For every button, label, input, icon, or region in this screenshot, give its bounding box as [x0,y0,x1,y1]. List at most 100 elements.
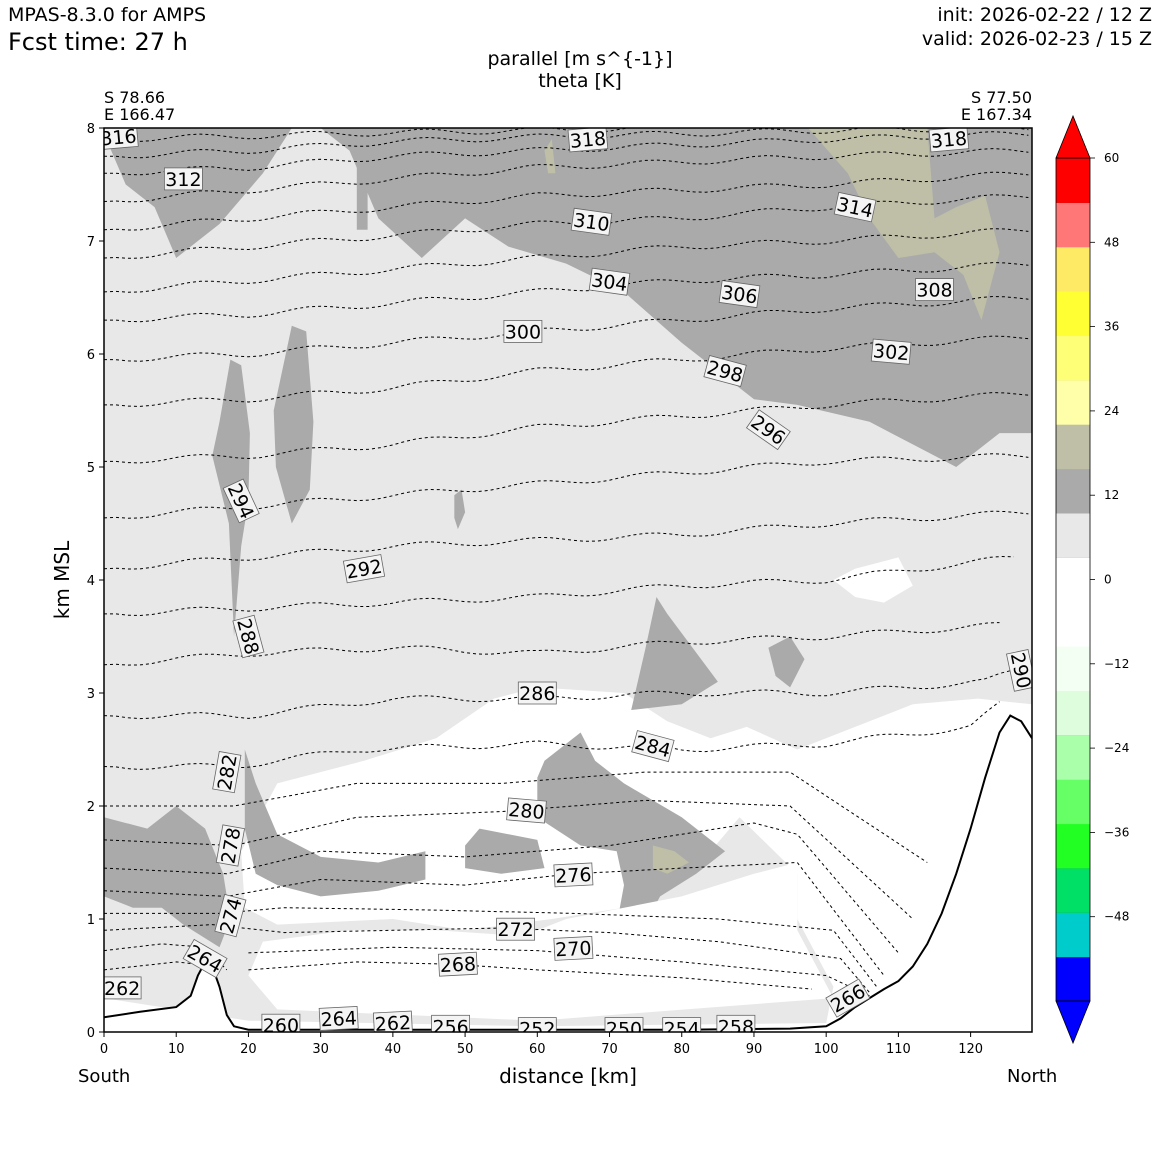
colorbar-bin [1056,734,1090,780]
theta-label-290: 290 [1006,649,1032,692]
colorbar-bin [1056,291,1090,336]
theta-label-box [870,338,912,365]
theta-label-316: 316 [99,125,139,151]
colorbar-bin [1056,867,1090,913]
colorbar-over-arrow [1055,114,1091,159]
theta-label-272: 272 [496,917,535,941]
theta-label-box [703,354,747,388]
theta-label-box [215,824,245,867]
wind-region-1 [104,128,1032,467]
colorbar-under-arrow [1055,1000,1091,1045]
theta-label-text: 310 [572,209,611,236]
x-tick-label: 70 [601,1042,618,1057]
colorbar-bin [1056,246,1090,292]
theta-label-text: 316 [99,125,137,150]
theta-label-box [631,730,675,763]
wind-region-5 [273,325,314,524]
colorbar-tick-label: −24 [1104,741,1129,755]
y-tick-label: 8 [87,122,95,137]
x-tick-label: 100 [814,1042,839,1057]
theta-label-302: 302 [870,338,912,365]
theta-label-text: 262 [374,1012,411,1036]
y-tick-label: 2 [87,800,95,815]
theta-label-text: 250 [606,1019,642,1041]
theta-label-278: 278 [215,824,245,867]
axes-layer: 0 10 20 30 40 50 60 70 80 90 100 110 120 0 1 2 3 4 5 6 7 8 [87,122,983,1057]
theta-label-270: 270 [553,936,594,961]
theta-contour-268 [248,961,812,990]
theta-label-text: 318 [930,128,968,153]
x-tick-label: 50 [457,1042,474,1057]
wind-region-17 [248,862,834,1021]
wind-region-6 [454,489,466,530]
theta-label-text: 276 [555,864,592,888]
theta-label-318: 318 [928,128,970,153]
theta-contour-298 [104,335,1029,407]
theta-label-box [604,1017,644,1032]
theta-label-text: 262 [104,978,140,1000]
colorbar-tick-label: 48 [1104,235,1119,249]
theta-contour-296 [104,392,1029,464]
theta-label-250: 250 [604,1017,644,1041]
colorbar-tick-label: −12 [1104,657,1129,671]
theta-label-262: 262 [104,976,142,1000]
chart-title-theta: theta [K] [538,70,622,92]
theta-label-text: 308 [916,280,952,302]
theta-label-box [745,409,791,451]
theta-label-box [915,278,954,302]
theta-contour-276 [104,861,885,976]
colorbar-bin [1056,779,1090,825]
colorbar-bin [1056,601,1090,647]
start-longitude: E 166.47 [104,105,176,124]
y-tick-label: 1 [87,913,95,928]
wind-region-13 [808,128,1000,321]
theta-label-314: 314 [833,191,877,223]
theta-label-318: 318 [567,128,609,153]
colorbar-tick-label: 36 [1104,320,1119,334]
theta-label-text: 302 [872,340,910,365]
colorbar-tick-label: −48 [1104,910,1129,924]
y-axis-label: km MSL [50,540,74,620]
theta-label-box [437,951,478,977]
colorbar-tick-label: 60 [1104,151,1119,165]
colorbar-bin [1056,823,1090,869]
theta-label-box [833,191,877,223]
theta-label-box [506,797,547,824]
x-tick-label: 90 [746,1042,763,1057]
theta-label-310: 310 [570,207,613,236]
theta-label-box [718,280,761,309]
wind-fill-layer [104,128,1032,1032]
colorbar: −48 −36 −24 −12 0 12 24 36 48 60 [1055,114,1129,1045]
theta-label-306: 306 [718,280,761,309]
colorbar-bin [1056,956,1090,1002]
theta-label-box [104,128,139,151]
theta-label-box [104,976,142,1000]
y-tick-label: 3 [87,687,95,702]
colorbar-bin [1056,158,1090,203]
wind-region-16 [833,557,913,603]
theta-label-box [662,1017,702,1032]
y-tick-label: 4 [87,574,95,589]
theta-label-252: 252 [517,1017,557,1032]
colorbar-bin [1056,335,1090,381]
colorbar-bin [1056,646,1090,691]
theta-label-box [372,1010,413,1032]
theta-label-text: 318 [569,128,607,153]
theta-label-box [214,893,247,938]
colorbar-bin [1056,424,1090,470]
terrain-fill [104,715,1032,1032]
theta-label-262: 262 [372,1010,413,1036]
theta-contour-278 [104,822,899,954]
theta-label-box [261,1013,301,1032]
theta-label-box [570,207,613,236]
y-tick-label: 6 [87,348,95,363]
theta-label-text: 304 [590,269,629,296]
colorbar-bin [1056,468,1090,514]
theta-label-box [517,1017,557,1032]
theta-label-box [553,936,594,961]
theta-label-text: 272 [497,919,533,941]
theta-label-276: 276 [553,862,594,888]
x-tick-label: 40 [385,1042,402,1057]
theta-label-text: 306 [720,282,759,309]
x-tick-label: 0 [100,1042,108,1057]
